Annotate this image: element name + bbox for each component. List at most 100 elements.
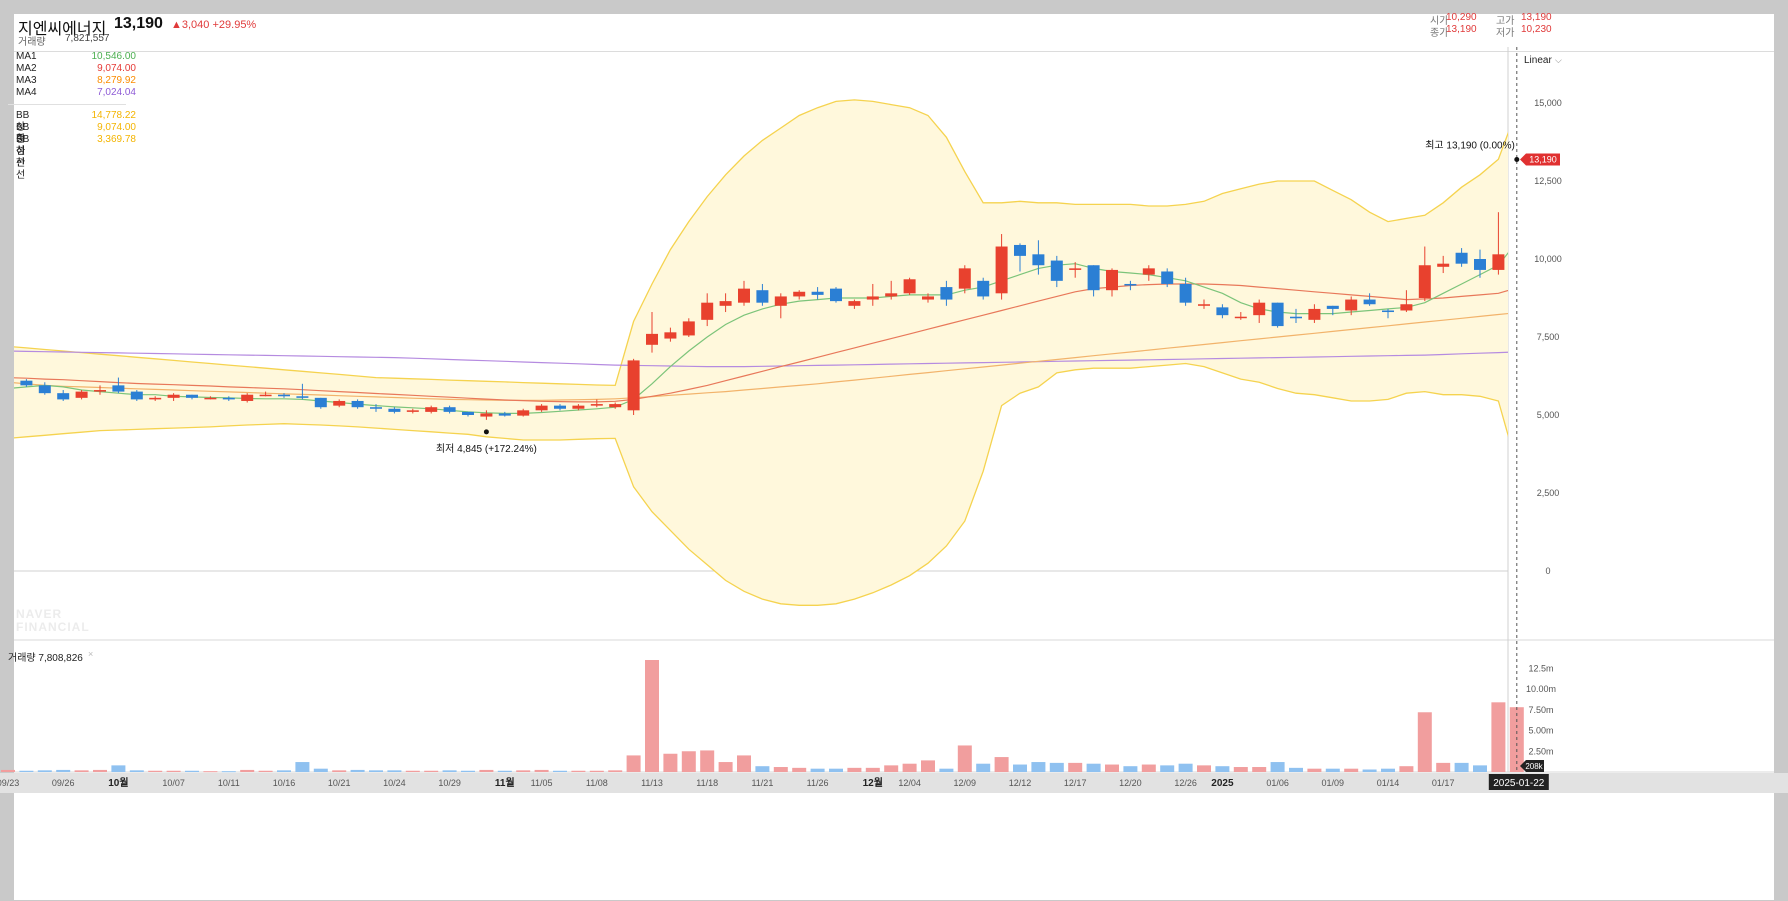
x-tick-label: 01/17: [1432, 778, 1455, 788]
x-tick-label: 12/09: [954, 778, 977, 788]
volume-bar: [1, 769, 15, 772]
volume-tick-label: 2.50m: [1528, 746, 1553, 756]
candle-body: [590, 404, 603, 406]
candle-body: [1124, 283, 1137, 286]
volume-bar: [1178, 763, 1193, 772]
volume-bar: [424, 770, 439, 772]
candle-body: [1363, 299, 1376, 305]
candle-body: [885, 293, 898, 297]
price-tick-label: 10,000: [1534, 254, 1562, 264]
volume-bar: [1381, 768, 1395, 772]
volume-label: 거래량: [18, 37, 46, 48]
price-change: ▲3,040 +29.95%: [171, 19, 256, 31]
volume-bar: [1325, 768, 1340, 772]
candle-body: [333, 400, 346, 406]
x-tick-label: 10/21: [328, 778, 351, 788]
volume-bar: [1141, 764, 1156, 772]
x-tick-label: 09/23: [0, 778, 19, 788]
volume-bar: [1473, 765, 1487, 772]
volume-bar: [387, 770, 402, 772]
volume-bar: [737, 755, 751, 772]
candle-body: [388, 408, 401, 412]
legend-divider: [8, 104, 126, 105]
candle-body: [1326, 305, 1339, 309]
candle-body: [57, 393, 70, 400]
price-tag: 13,190: [1529, 154, 1557, 164]
candle-body: [167, 394, 180, 398]
x-tick-label: 2025: [1211, 778, 1234, 789]
candle-body: [811, 291, 824, 295]
volume-bar: [277, 770, 291, 772]
volume-bar: [608, 770, 623, 772]
x-tick-label: 11/21: [751, 778, 773, 788]
candle-body: [903, 279, 916, 294]
volume-bar: [37, 770, 52, 772]
candle-body: [664, 332, 677, 339]
candle-body: [94, 390, 106, 392]
candle-body: [1437, 263, 1450, 267]
candle-body: [443, 407, 456, 412]
candle-body: [572, 405, 585, 409]
candle-body: [278, 394, 290, 397]
volume-bar: [571, 770, 586, 772]
candle-body: [498, 413, 511, 416]
volume-bar: [700, 750, 715, 772]
candle-body: [719, 301, 732, 306]
candle-body: [830, 288, 842, 302]
bb-upper-line: [14, 99, 1508, 387]
candle-body: [222, 397, 235, 400]
date-tag-bg: [1488, 774, 1549, 790]
candle-body: [517, 410, 530, 416]
volume-bar: [56, 769, 71, 772]
price-tick-label: 12,500: [1534, 176, 1562, 186]
stock-name: 지엔씨에너지: [18, 21, 107, 38]
candle-body: [241, 394, 254, 401]
x-tick-label: 10/29: [438, 778, 461, 788]
close-icon[interactable]: ×: [88, 649, 94, 659]
volume-bar: [829, 768, 843, 772]
volume-bar: [1123, 766, 1138, 772]
candle-body: [1050, 260, 1063, 281]
candle-body: [1418, 265, 1431, 298]
volume-bar: [553, 770, 567, 772]
candle-body: [701, 302, 714, 320]
volume-bar: [221, 771, 236, 773]
volume-bar: [589, 770, 604, 772]
volume-bar: [369, 770, 383, 772]
candle-body: [1161, 271, 1174, 284]
volume-bar: [773, 767, 788, 772]
volume-bar: [1252, 767, 1267, 772]
scale-toggle-button[interactable]: Linear: [1524, 55, 1552, 66]
candle-body: [2, 381, 14, 387]
candle-body: [351, 400, 364, 408]
volume-bar: [295, 762, 310, 772]
candle-body: [774, 296, 787, 306]
x-tick-label: 09/26: [52, 778, 75, 788]
x-tick-label: 11/05: [531, 778, 553, 788]
high-value: 13,190: [1521, 12, 1552, 23]
x-tick-label: 01/06: [1266, 778, 1289, 788]
candle-body: [112, 385, 125, 392]
x-tick-label: 01/14: [1377, 778, 1400, 788]
volume-bar: [1013, 764, 1027, 772]
volume-bar: [1270, 762, 1285, 772]
x-tick-label: 11/18: [696, 778, 718, 788]
candle-body: [370, 407, 382, 409]
chevron-down-icon[interactable]: ⌵: [1555, 55, 1562, 65]
candle-body: [186, 394, 198, 398]
candle-body: [940, 287, 953, 300]
volume-bar: [240, 769, 255, 772]
volume-bar: [19, 770, 34, 772]
volume-bar: [902, 763, 917, 772]
ma3-line: [14, 312, 1508, 401]
candle-body: [738, 288, 750, 303]
volume-bar: [350, 769, 365, 772]
candle-body: [1271, 302, 1284, 327]
x-tick-label: 11/08: [586, 778, 608, 788]
volume-bar: [755, 766, 770, 772]
candle-body: [1253, 302, 1266, 316]
volume-bar: [203, 771, 218, 773]
candle-body: [646, 333, 658, 345]
candle-body: [20, 380, 33, 386]
